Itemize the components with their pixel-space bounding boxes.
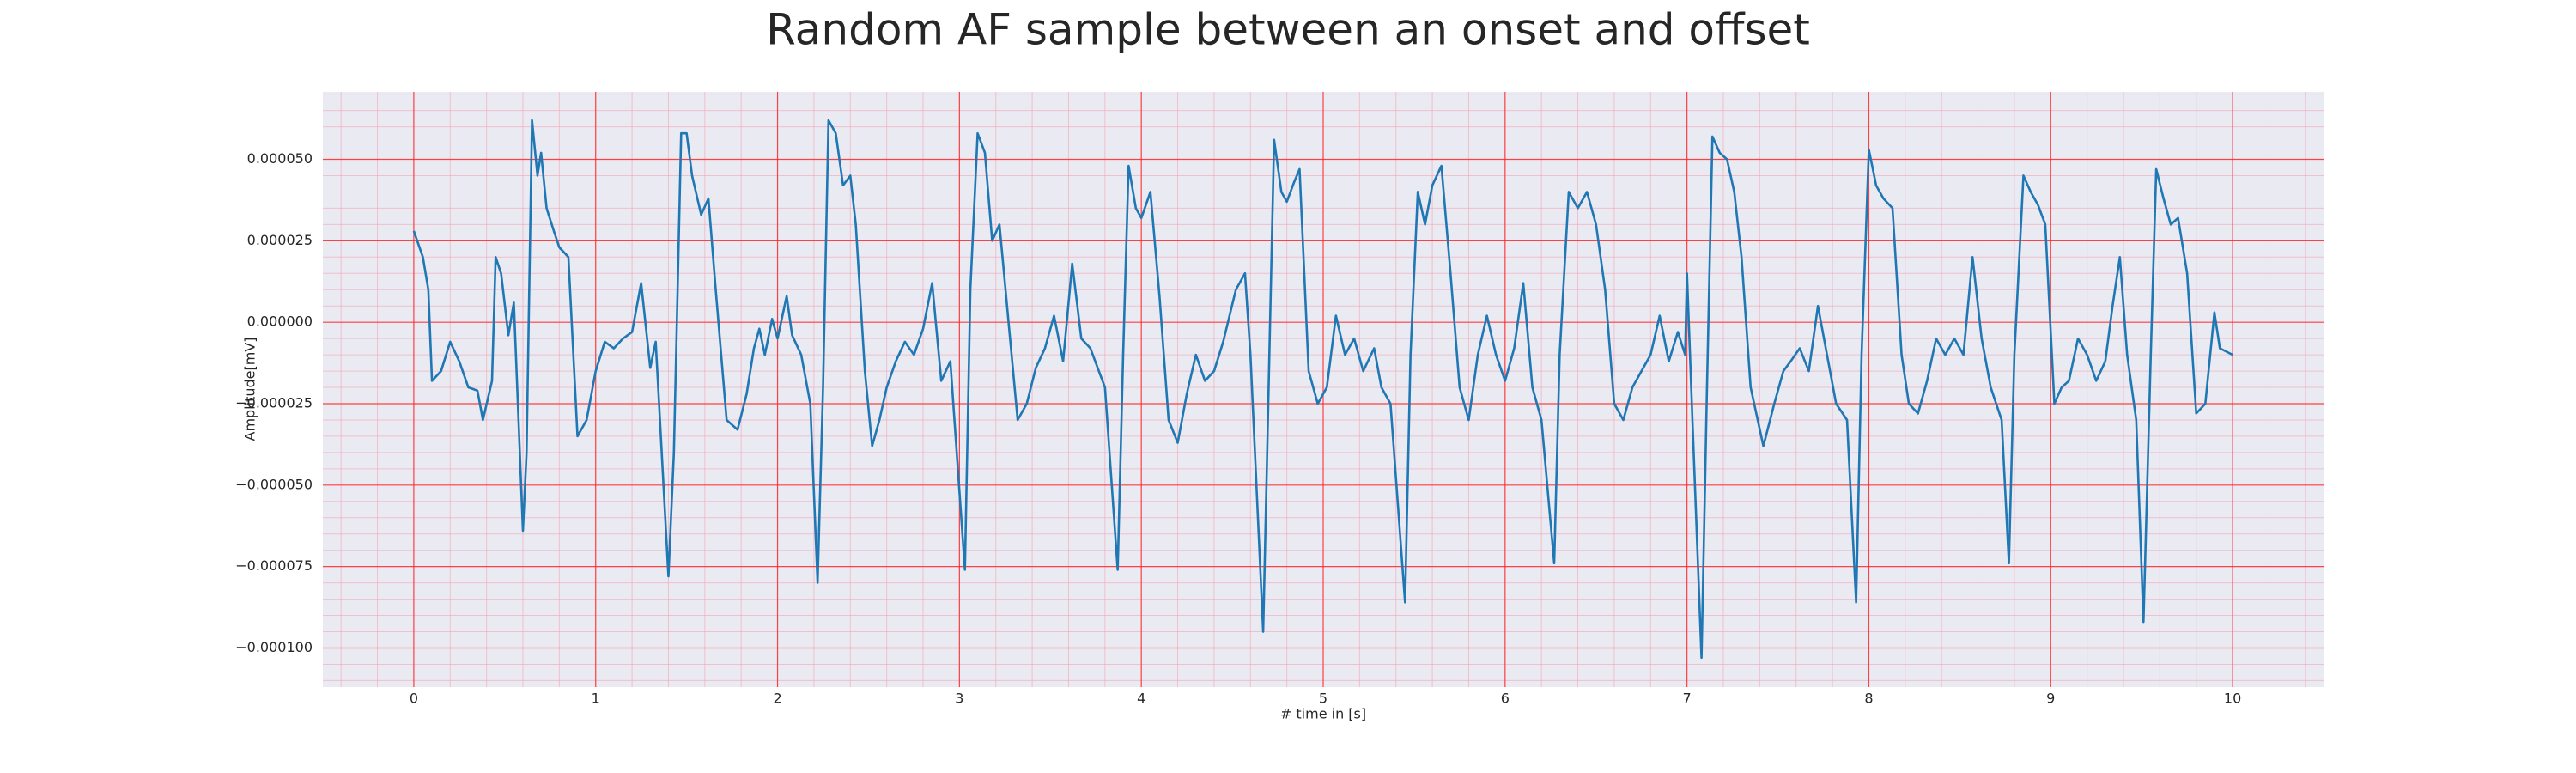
x-tick-label: 6 — [1501, 691, 1510, 707]
y-tick-label: 0.000025 — [247, 232, 313, 248]
x-tick-label: 4 — [1137, 691, 1145, 707]
y-tick-label: 0.000050 — [247, 150, 313, 167]
x-axis-label: # time in [s] — [1280, 706, 1366, 722]
y-tick-label: −0.000050 — [235, 476, 313, 492]
signal-line — [412, 119, 2233, 660]
x-tick-label: 2 — [773, 691, 781, 707]
y-tick-label: 0.000000 — [247, 313, 313, 330]
x-tick-label: 9 — [2046, 691, 2055, 707]
y-tick-label: −0.000100 — [235, 639, 313, 655]
y-tick-label: −0.000075 — [235, 557, 313, 574]
y-tick-label: −0.000025 — [235, 395, 313, 411]
x-tick-label: 5 — [1319, 691, 1327, 707]
y-axis-label: Amplitude[mV] — [242, 337, 258, 441]
x-tick-label: 8 — [1864, 691, 1873, 707]
x-tick-label: 1 — [592, 691, 600, 707]
x-tick-label: 0 — [410, 691, 418, 707]
x-tick-label: 7 — [1683, 691, 1692, 707]
x-tick-label: 10 — [2224, 691, 2241, 707]
chart-title: Random AF sample between an onset and of… — [766, 5, 1810, 55]
x-tick-label: 3 — [955, 691, 963, 707]
